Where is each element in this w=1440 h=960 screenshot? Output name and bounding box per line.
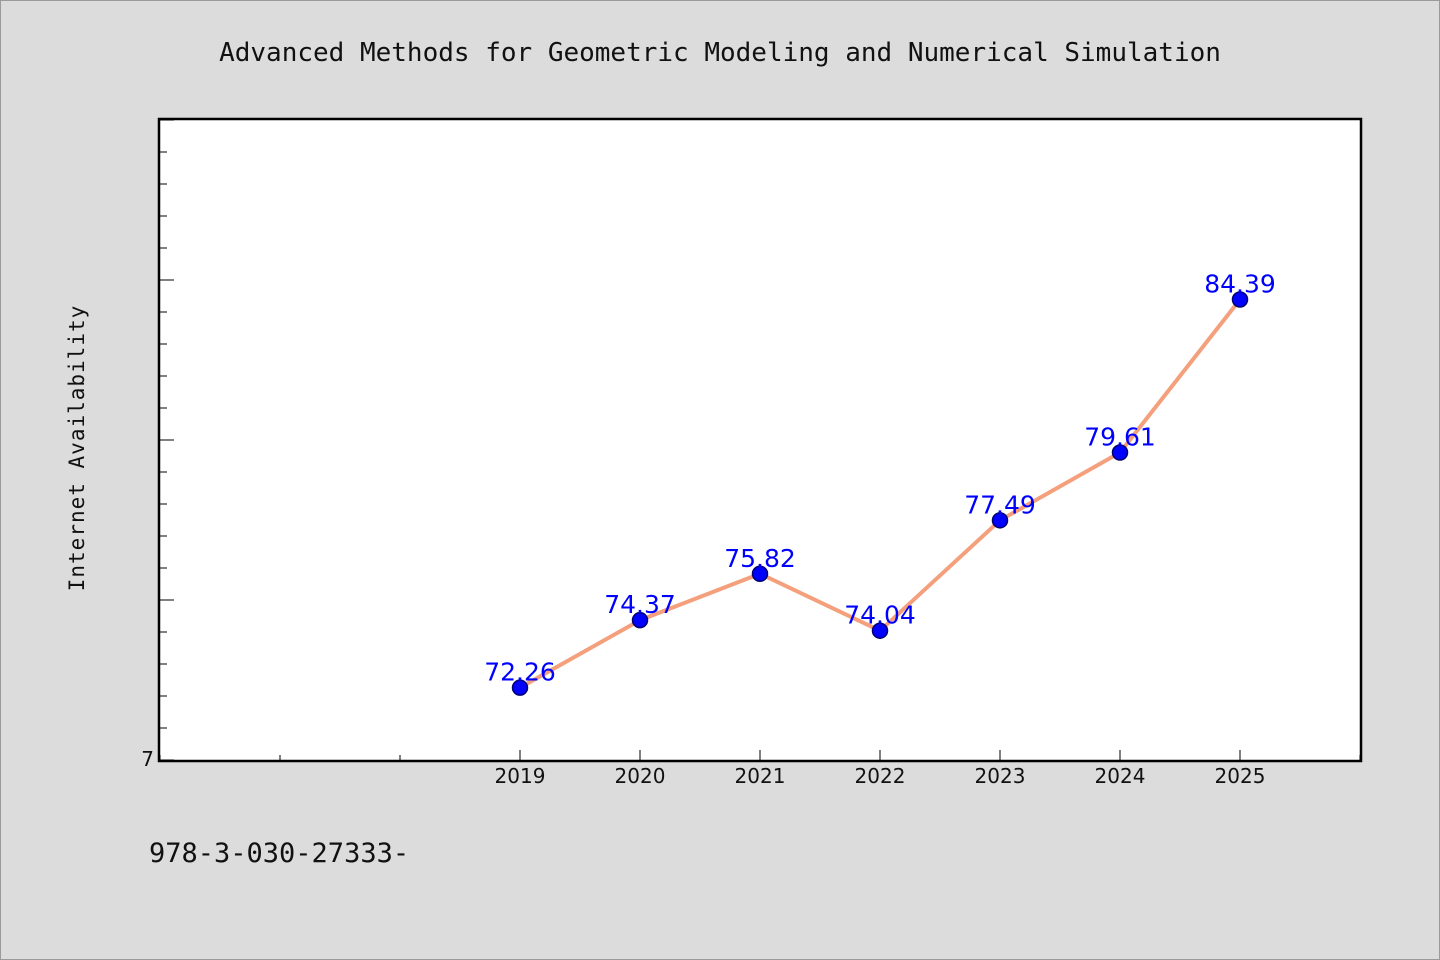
series-markers (511, 291, 1249, 696)
x-tick-label-2025: 2025 (1215, 764, 1266, 788)
data-point-2021 (751, 565, 769, 583)
data-label-2023: 77.49 (964, 490, 1036, 519)
y-axis-label: Internet Availability (65, 305, 89, 592)
y-axis-ticks (160, 119, 174, 761)
x-tick-label-2022: 2022 (855, 764, 906, 788)
data-point-2025 (1231, 291, 1249, 308)
x-axis-ticks (519, 750, 1241, 760)
y-tick-labels: 7 (141, 747, 154, 771)
data-label-2020: 74.37 (604, 590, 676, 619)
data-point-2022 (871, 622, 889, 639)
x-tick-label-2019: 2019 (495, 764, 546, 788)
data-labels: 72.26 74.37 75.82 74.04 77.49 79.61 84.39 (484, 270, 1276, 687)
plot-area (157, 117, 1363, 763)
data-label-2021: 75.82 (724, 544, 796, 573)
x-tick-label-2023: 2023 (975, 764, 1026, 788)
x-tick-label-2024: 2024 (1095, 764, 1146, 788)
y-tick-label: 7 (141, 747, 154, 771)
x-tick-label-2021: 2021 (735, 764, 786, 788)
footnote-isbn: 978-3-030-27333- (149, 838, 409, 869)
data-label-2025: 84.39 (1204, 270, 1276, 299)
data-point-2019 (511, 679, 529, 696)
x-tick-label-2020: 2020 (615, 764, 666, 788)
data-point-2020 (631, 611, 649, 629)
chart-title: Advanced Methods for Geometric Modeling … (219, 38, 1221, 68)
data-point-2024 (1111, 444, 1129, 461)
data-label-2019: 72.26 (484, 658, 556, 687)
data-point-2023 (991, 512, 1009, 529)
x-tick-labels: 2019 2020 2021 2022 2023 2024 2025 (495, 764, 1266, 788)
data-label-2024: 79.61 (1084, 422, 1156, 451)
data-label-2022: 74.04 (844, 601, 916, 630)
x-minor-ticks (159, 755, 1361, 760)
